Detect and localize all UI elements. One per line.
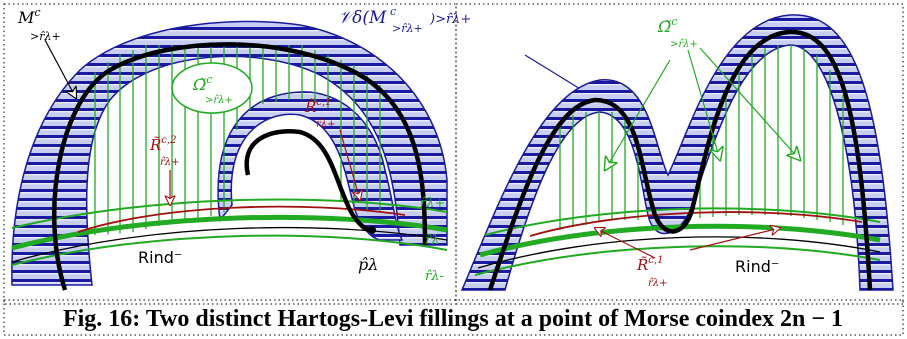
label-r-minus: r̂λ- xyxy=(425,269,444,284)
label-v-delta-tail: )>r̂λ+ xyxy=(429,12,471,27)
left-point-p xyxy=(368,226,376,234)
right-green-hatching xyxy=(559,45,844,230)
label-r-c1-left: R̃c,1 xyxy=(304,97,331,116)
left-panel-frame xyxy=(3,3,457,305)
caption-frame xyxy=(3,299,904,336)
label-M-left-sub: >r̂λ+ xyxy=(30,30,61,43)
left-arrow-r-c1 xyxy=(339,129,360,200)
left-tube-band-inner xyxy=(217,91,404,241)
label-omega-right-sub: >r̂λ+ xyxy=(670,39,698,50)
label-rind-left: Rind⁻ xyxy=(138,248,182,267)
right-arrow-omega-2 xyxy=(687,49,720,160)
label-omega-right: Ω̃c xyxy=(657,15,677,36)
left-red-boundary xyxy=(77,205,406,233)
label-omega-left: Ω̃c xyxy=(192,73,212,94)
label-v-delta: 𝒱δ(M xyxy=(338,8,387,28)
right-tube-band xyxy=(460,14,894,291)
label-r-c1-right-sub: r̂λ+ xyxy=(648,278,668,289)
label-v-delta-sup: c xyxy=(390,5,396,18)
figure-caption: Fig. 16: Two distinct Hartogs-Levi filli… xyxy=(63,306,843,332)
right-arrow-omega-3 xyxy=(699,47,800,160)
label-r-mid: r̂λ xyxy=(425,233,439,248)
label-r-plus: r̂λ+ xyxy=(420,196,445,211)
right-panel xyxy=(460,14,894,291)
label-r-c2-left: R̃c,2 xyxy=(149,135,176,154)
left-level-r-minus xyxy=(11,234,448,266)
left-level-r-plus xyxy=(11,198,448,229)
left-tube-band xyxy=(11,20,448,286)
label-omega-left-sub: >r̂λ+ xyxy=(205,95,233,106)
right-arrow-r-c1-b xyxy=(689,228,780,251)
label-r-c2-left-sub: r̂λ+ xyxy=(160,157,180,168)
right-rind-curve xyxy=(477,236,881,269)
label-rind-right: Rind⁻ xyxy=(735,257,779,276)
label-v-delta-sub: >r̂λ+ xyxy=(392,22,423,35)
right-arrow-r-c1-a xyxy=(595,228,656,259)
right-curve-M xyxy=(487,29,873,291)
label-p-lambda: p̂λ xyxy=(358,255,378,274)
right-arrow-omega-1 xyxy=(605,59,671,170)
label-r-c1-left-sub: r̂λ+ xyxy=(316,119,336,130)
left-arrow-M xyxy=(44,39,76,98)
left-curve-M xyxy=(52,42,428,291)
left-panel xyxy=(11,20,590,291)
right-level-r-minus xyxy=(474,245,881,276)
left-rind-curve xyxy=(11,226,448,263)
label-r-c1-right: R̃c,1 xyxy=(636,255,663,274)
left-omega-ellipse xyxy=(171,62,253,114)
label-M-left: Mc xyxy=(17,6,41,27)
left-level-r xyxy=(11,214,448,251)
right-level-r-plus xyxy=(484,207,881,236)
left-curve-M-hook xyxy=(244,129,374,233)
